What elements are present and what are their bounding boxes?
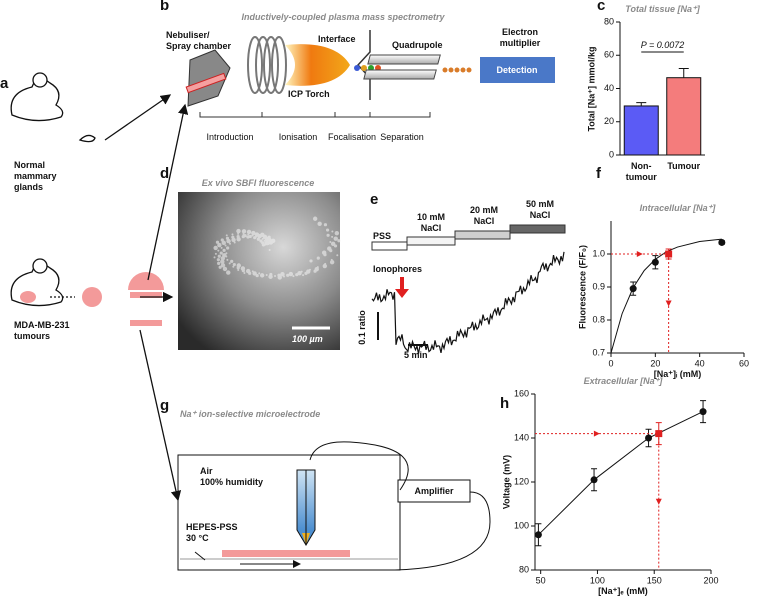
y-tick-label: 1.0	[592, 248, 605, 258]
bar	[623, 105, 659, 156]
y-tick-label: 60	[604, 50, 614, 60]
point	[534, 531, 542, 539]
point	[645, 434, 653, 442]
y-tick-label: 160	[514, 388, 529, 398]
stage: Introduction	[206, 132, 254, 142]
x-tick-label: 20	[650, 358, 660, 368]
panel-title: Na⁺ ion-selective microelectrode	[180, 409, 321, 419]
y-axis-label: Fluorescence (F/F₀)	[577, 244, 588, 330]
guide-arrow	[636, 251, 643, 257]
y-tick-label: 20	[604, 116, 614, 126]
panel-label: d	[160, 165, 170, 182]
error-bar	[636, 102, 647, 106]
panel-d-image	[178, 192, 341, 350]
point	[629, 285, 637, 293]
label: Ionophores	[373, 264, 422, 274]
panel-label: f	[596, 165, 601, 182]
chart-title: Total tissue [Na⁺]	[625, 4, 700, 14]
panel-e-drawing	[371, 224, 566, 354]
point	[655, 430, 663, 438]
x-tick-label: 50	[536, 575, 546, 585]
y-tick-label: 100	[514, 520, 529, 530]
fit-line	[538, 411, 704, 536]
x-tick-label: Non- tumour	[625, 161, 657, 182]
x-tick-label: Tumour	[667, 161, 701, 171]
panel-label: e	[370, 191, 379, 208]
y-tick-label: 0.7	[592, 347, 605, 357]
x-tick-label: 150	[647, 575, 662, 585]
stage: Separation	[380, 132, 424, 142]
y-tick-label: 0.9	[592, 281, 605, 291]
guide-arrow	[593, 430, 600, 437]
panel-a-drawing	[10, 72, 189, 502]
y-tick-label: 0	[609, 149, 614, 159]
x-tick-label: 40	[695, 358, 705, 368]
annotation: P = 0.0072	[640, 40, 685, 50]
label: HEPES-PSS 30 °C	[186, 522, 238, 543]
scale-label: 100 µm	[292, 334, 323, 344]
label: Air 100% humidity	[200, 466, 264, 487]
panel-label: a	[0, 75, 9, 92]
bar	[666, 77, 702, 156]
detection: Detection	[496, 65, 538, 75]
charts: 0 20 40 60 80 0.7 0.8 0.9 1.0 0 20 40 60 80 100 120 140 1…	[514, 16, 749, 585]
x-axis-label: [Na⁺]ᵢ (mM)	[653, 369, 702, 379]
y-tick-label: 140	[514, 432, 529, 442]
panel-label: g	[160, 397, 170, 414]
label: Interface	[318, 34, 356, 44]
chart-title: Extracellular [Na⁺]	[583, 376, 663, 386]
label: Nebuliser/ Spray chamber	[166, 30, 232, 51]
panel-label: b	[160, 0, 170, 14]
point	[590, 476, 598, 484]
panel-label: h	[500, 395, 510, 412]
panel-title: Inductively-coupled plasma mass spectrom…	[241, 12, 445, 22]
x-tick-label: 0	[608, 358, 613, 368]
chart-title: Intracellular [Na⁺]	[639, 203, 716, 213]
y-tick-label: 120	[514, 476, 529, 486]
y-tick-label: 0.8	[592, 314, 605, 324]
point	[699, 408, 707, 416]
y-tick-label: 80	[604, 16, 614, 26]
step: 50 mM NaCl	[525, 199, 555, 220]
stage: Focalisation	[327, 132, 377, 142]
label: ICP Torch	[288, 89, 330, 99]
label: Quadrupole	[392, 40, 443, 50]
label: Electron multiplier	[499, 27, 541, 48]
label: Normal mammary glands	[14, 160, 57, 192]
guide-arrow	[665, 300, 672, 307]
point	[718, 238, 726, 246]
panel-title: Ex vivo SBFI fluorescence	[201, 178, 315, 188]
scale-label: 5 min	[404, 350, 428, 360]
label: Amplifier	[414, 486, 454, 496]
x-tick-label: 100	[590, 575, 605, 585]
panel-b-drawing	[185, 30, 555, 118]
x-axis-label: [Na⁺]ₑ (mM)	[598, 586, 648, 596]
y-tick-label: 80	[519, 564, 529, 574]
x-tick-label: 60	[739, 358, 749, 368]
scale-label: 0.1 ratio	[356, 310, 367, 345]
point	[665, 250, 673, 258]
point	[651, 258, 659, 266]
y-axis-label: Voltage (mV)	[501, 454, 512, 510]
x-tick-label: 200	[703, 575, 718, 585]
step: 10 mM NaCl	[416, 212, 446, 233]
y-axis-label: Total [Na⁺] mmol/kg	[586, 45, 597, 132]
stage: Ionisation	[278, 132, 318, 142]
y-tick-label: 40	[604, 83, 614, 93]
panel-label: c	[597, 0, 606, 14]
step: PSS	[373, 231, 392, 241]
label: MDA-MB-231 tumours	[14, 320, 70, 341]
guide-arrow	[655, 498, 662, 505]
panel-g-drawing	[177, 441, 491, 571]
step: 20 mM NaCl	[469, 205, 499, 226]
error-bar	[678, 68, 689, 78]
